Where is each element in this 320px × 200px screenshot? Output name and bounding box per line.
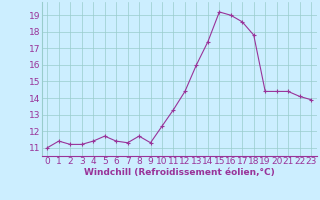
X-axis label: Windchill (Refroidissement éolien,°C): Windchill (Refroidissement éolien,°C) [84,168,275,177]
